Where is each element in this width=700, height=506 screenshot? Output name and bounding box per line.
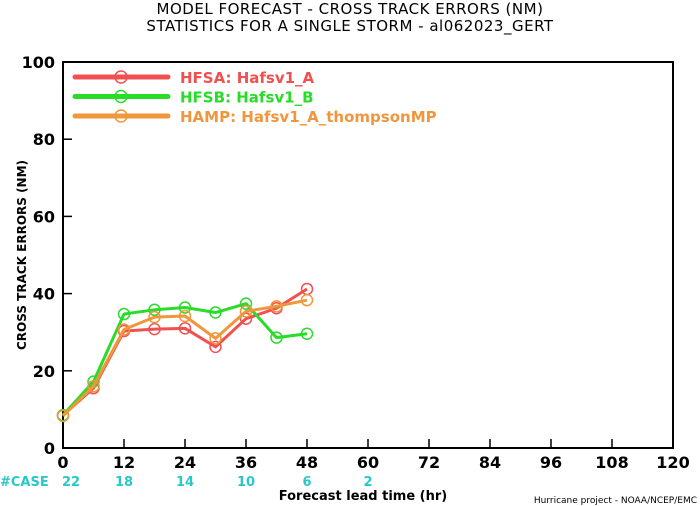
legend-label: HAMP: Hafsv1_A_thompsonMP: [180, 108, 437, 126]
x-tick-label: 24: [174, 453, 196, 472]
series-point: [209, 332, 222, 345]
series-point: [178, 309, 192, 323]
y-axis-label: CROSS TRACK ERRORS (NM): [15, 160, 29, 350]
series-point: [148, 303, 161, 317]
x-tick-label: 36: [235, 453, 257, 472]
series-point: [300, 293, 314, 307]
case-count-value: 22: [62, 475, 80, 490]
legend-marker: [114, 109, 128, 123]
y-tick-label: 60: [33, 207, 55, 226]
case-count-value: 14: [176, 475, 194, 490]
legend-label: HFSA: Hafsv1_A: [180, 69, 315, 87]
y-tick-label: 20: [33, 362, 55, 381]
series-line: [61, 302, 308, 417]
x-tick-label: 0: [57, 453, 68, 472]
series-point: [56, 409, 70, 423]
y-tick-label: 40: [33, 285, 55, 304]
series-point: [239, 297, 253, 310]
series-point: [117, 307, 131, 321]
y-tick-label: 100: [22, 53, 55, 72]
series-point: [178, 301, 192, 314]
series-point: [209, 340, 222, 354]
x-tick-label: 120: [656, 453, 689, 472]
legend-marker: [114, 70, 128, 84]
legend-label: HFSB: Hafsv1_B: [180, 89, 314, 107]
x-tick-label: 84: [479, 453, 501, 472]
x-tick-label: 12: [113, 453, 135, 472]
chart-title-line-1: MODEL FORECAST - CROSS TRACK ERRORS (NM): [156, 0, 544, 18]
x-tick-label: 60: [357, 453, 379, 472]
series-point: [178, 322, 192, 335]
y-tick-label: 80: [33, 130, 55, 149]
x-tick-label: 72: [418, 453, 440, 472]
case-count-label: #CASE: [0, 475, 49, 490]
case-count-value: 10: [237, 475, 255, 490]
series-point: [270, 331, 283, 344]
x-tick-label: 96: [540, 453, 562, 472]
series-point: [239, 305, 253, 318]
series-line: [61, 298, 308, 418]
x-axis-label: Forecast lead time (hr): [279, 489, 447, 504]
series-point: [87, 379, 100, 393]
x-tick-label: 108: [595, 453, 628, 472]
credit-text: Hurricane project - NOAA/NCEP/EMC: [534, 496, 697, 506]
case-count-value: 18: [115, 475, 133, 490]
series-point: [209, 306, 222, 319]
series-point: [148, 310, 161, 324]
case-count-value: 6: [302, 475, 311, 490]
series-point: [117, 323, 131, 336]
y-tick-label: 0: [44, 439, 55, 458]
x-tick-label: 48: [296, 453, 318, 472]
series-point: [300, 327, 314, 340]
series-point: [148, 322, 161, 336]
chart-title-line-2: STATISTICS FOR A SINGLE STORM - al062023…: [146, 17, 554, 35]
case-count-value: 2: [363, 475, 372, 490]
series-point: [270, 300, 283, 313]
legend-marker: [114, 89, 128, 104]
